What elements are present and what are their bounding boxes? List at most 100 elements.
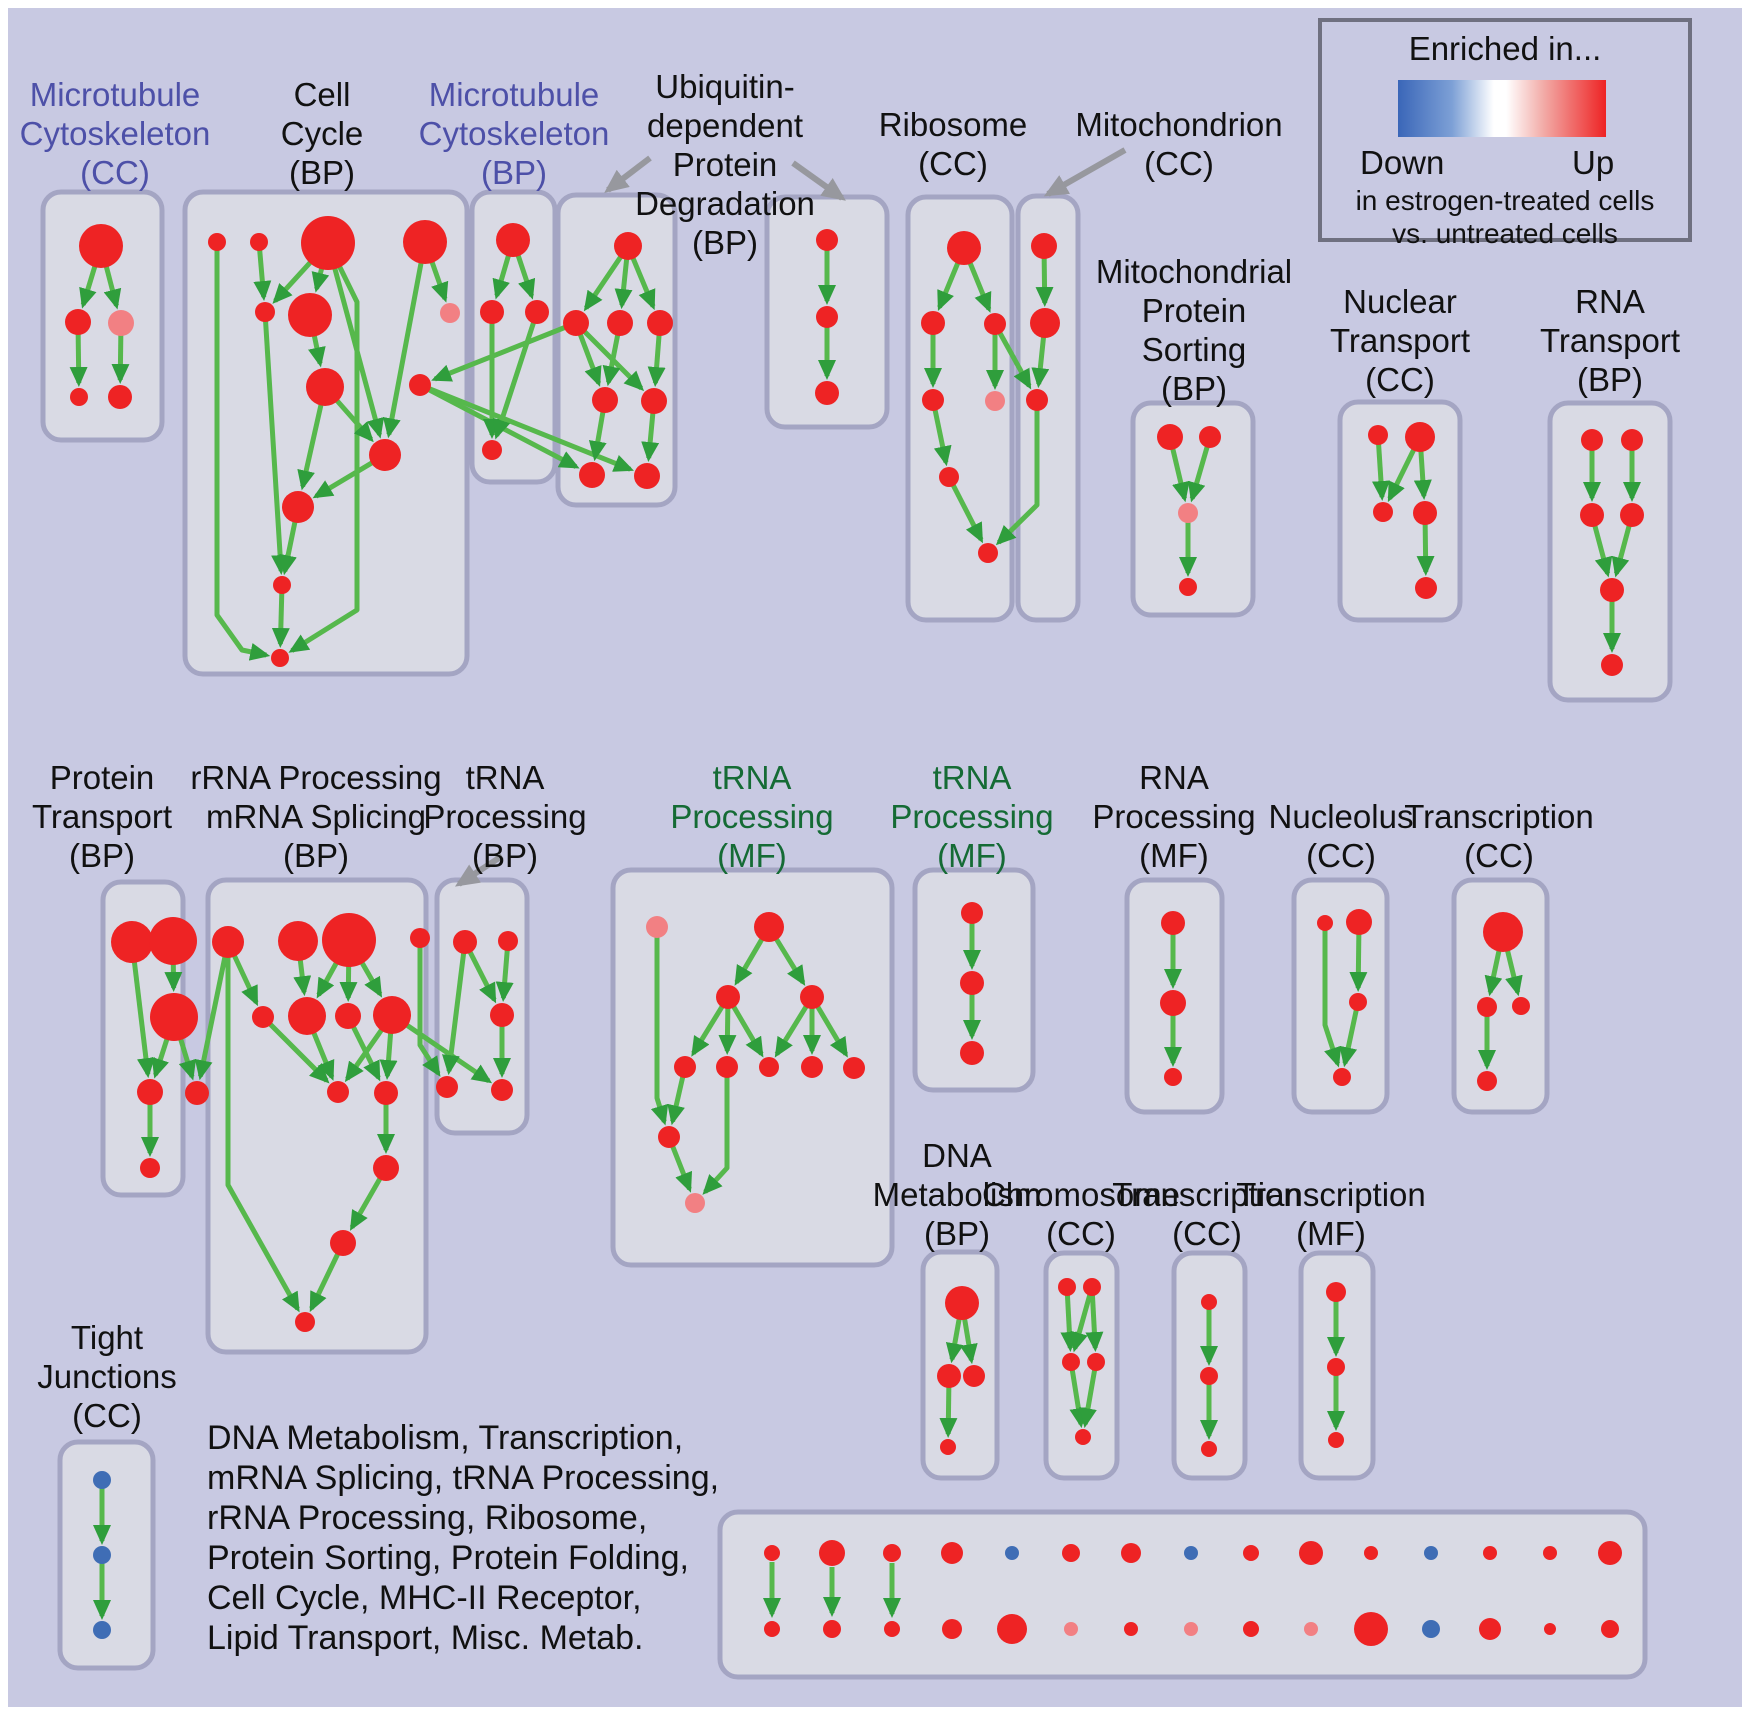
- go-term-node-cell-cycle: [273, 576, 291, 594]
- go-term-node-cell-cycle: [208, 233, 226, 251]
- strip-node-top: [1598, 1541, 1622, 1565]
- trna-bp-label-arrow-icon: [454, 853, 504, 887]
- relation-edge-arrow: [650, 927, 669, 1126]
- cluster-label: Transcription (MF): [1236, 1175, 1426, 1253]
- cluster-label-line: Microtubule: [428, 76, 600, 113]
- go-term-node-mito-protein-sorting: [1179, 578, 1197, 596]
- misc-line: DNA Metabolism, Transcription,: [207, 1419, 684, 1457]
- relation-edge-arrow: [1339, 1001, 1361, 1068]
- cluster-label-line: (MF): [1139, 837, 1209, 874]
- go-term-node-trna-bp: [491, 1079, 513, 1101]
- cluster-box-dna-metabolism-bp: [920, 1249, 1000, 1481]
- go-term-node-trna-mf-2: [960, 971, 984, 995]
- go-term-node-rna-transport: [1600, 578, 1624, 602]
- cluster-label-line: Processing: [423, 798, 587, 835]
- cluster-label-line: Cytoskeleton: [418, 115, 610, 152]
- go-term-node-rna-processing-mf: [1160, 990, 1186, 1016]
- go-term-node-nucleolus: [1333, 1068, 1351, 1086]
- relation-edge-arrow: [288, 241, 360, 653]
- go-term-node-cell-cycle: [250, 233, 268, 251]
- strip-node-top: [764, 1545, 780, 1561]
- cluster-label-line: (BP): [691, 224, 758, 261]
- relation-edge-arrow: [214, 242, 271, 661]
- legend-title: Enriched in...: [1408, 30, 1602, 67]
- go-term-node-rrna-mrna: [322, 913, 376, 967]
- go-term-node-nuclear-transport: [1413, 501, 1437, 525]
- go-term-node-rrna-mrna: [252, 1006, 274, 1028]
- strip-node-top: [1364, 1546, 1378, 1560]
- go-term-node-microtubule-bp: [525, 300, 549, 324]
- cluster-label-line: Processing: [670, 798, 834, 835]
- go-term-node-rrna-mrna: [410, 928, 430, 948]
- go-term-node-ubiquitin-1: [647, 310, 673, 336]
- strip-node-top: [1243, 1545, 1259, 1561]
- go-term-node-trna-mf-1: [646, 916, 668, 938]
- relation-edge-arrow: [417, 938, 441, 1077]
- cluster-label: Nuclear Transport (CC): [1330, 282, 1470, 399]
- misc-line: Lipid Transport, Misc. Metab.: [207, 1619, 644, 1657]
- relation-edge-arrow: [1070, 1286, 1095, 1353]
- cluster-label-line: Microtubule: [29, 76, 201, 113]
- go-term-node-trna-bp: [490, 1003, 514, 1027]
- cluster-label-line: Degradation: [635, 185, 815, 222]
- strip-node-top: [1062, 1544, 1080, 1562]
- go-term-node-ubiquitin-1: [579, 462, 605, 488]
- cluster-label: Tight Junctions (CC): [37, 1318, 176, 1435]
- go-term-node-trna-mf-1: [685, 1193, 705, 1213]
- cluster-label-line: (CC): [80, 154, 150, 191]
- cluster-label-line: Mitochondrion: [1075, 106, 1283, 143]
- go-term-node-transcription-cc-mid: [1477, 997, 1497, 1017]
- relation-edge-arrow: [442, 941, 468, 1076]
- cluster-label: Transcription (CC): [1112, 1175, 1302, 1253]
- go-term-node-cell-cycle: [409, 374, 431, 396]
- go-term-node-microtubule-cc: [70, 388, 88, 406]
- go-term-node-microtubule-cc: [65, 309, 91, 335]
- go-term-node-nuclear-transport: [1405, 422, 1435, 452]
- go-term-node-rna-processing-mf: [1161, 911, 1185, 935]
- go-term-node-cell-cycle: [306, 368, 344, 406]
- cluster-label-line: Transcription: [1112, 1176, 1302, 1213]
- cluster-label-line: Metabolism: [872, 1176, 1042, 1213]
- relation-edge-arrow: [1085, 1286, 1104, 1353]
- go-term-node-cell-cycle: [301, 216, 355, 270]
- cluster-label-line: (CC): [1046, 1215, 1116, 1252]
- cluster-label-line: (BP): [480, 154, 547, 191]
- cluster-label: DNA Metabolism (BP): [873, 1136, 1042, 1253]
- color-legend: Enriched in... Down Up in estrogen-treat…: [1318, 18, 1692, 249]
- go-term-node-rna-transport: [1581, 429, 1603, 451]
- cluster-label-line: (CC): [1144, 145, 1214, 182]
- go-term-node-cell-cycle: [403, 220, 447, 264]
- cluster-label-line: tRNA: [465, 759, 545, 796]
- relation-edge-arrow: [1060, 1286, 1079, 1353]
- strip-node-bottom: [1544, 1623, 1556, 1635]
- go-term-node-ubiquitin-2: [815, 381, 839, 405]
- misc-line: rRNA Processing, Ribosome,: [207, 1499, 648, 1537]
- cluster-label-line: Nucleolus: [1268, 798, 1414, 835]
- relation-edge-arrow: [261, 1015, 330, 1084]
- go-term-node-trna-mf-1: [716, 1056, 738, 1078]
- go-term-node-ubiquitin-1: [592, 387, 618, 413]
- cluster-label-line: Tight: [70, 1319, 144, 1356]
- go-term-node-transcription-cc-mid: [1483, 912, 1523, 952]
- cluster-label: Microtubule Cytoskeleton (CC): [20, 75, 211, 192]
- cluster-box-rrna-processing-mrna-splicing-bp: [205, 877, 429, 1355]
- go-term-node-trna-mf-1: [754, 912, 784, 942]
- strip-node-bottom: [1601, 1620, 1619, 1638]
- relation-edge-arrow: [325, 242, 385, 439]
- strip-node-top: [941, 1542, 963, 1564]
- go-term-node-rrna-mrna: [278, 921, 318, 961]
- cluster-box-misc-terms-strip: [717, 1509, 1648, 1680]
- cluster-label: tRNA Processing (MF): [890, 758, 1053, 875]
- cluster-label: RNA Processing (MF): [1092, 758, 1255, 875]
- cluster-label-line: (CC): [1172, 1215, 1242, 1252]
- cluster-label-line: (CC): [1365, 361, 1435, 398]
- go-term-node-ubiquitin-1: [641, 388, 667, 414]
- go-term-node-ubiquitin-2: [816, 306, 838, 328]
- go-term-node-rrna-mrna: [373, 996, 411, 1034]
- cluster-label: Mitochondrion (CC): [1075, 105, 1282, 183]
- cluster-label: tRNA Processing (MF): [670, 758, 833, 875]
- strip-node-top: [1424, 1546, 1438, 1560]
- go-term-node-microtubule-cc: [79, 224, 123, 268]
- relation-edge-arrow: [493, 311, 540, 440]
